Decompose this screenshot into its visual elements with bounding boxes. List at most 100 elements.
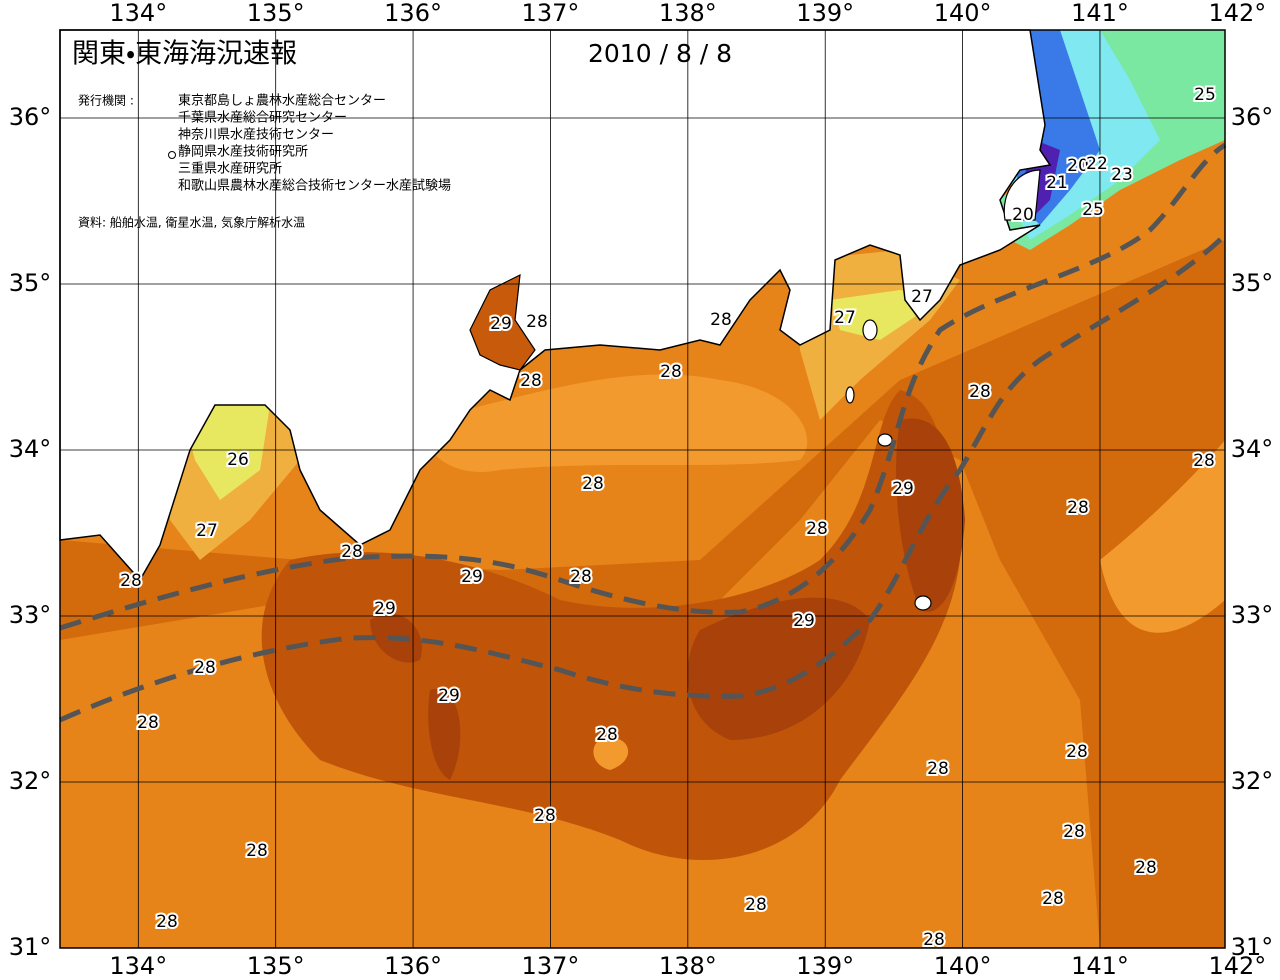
lon-label: 137°	[522, 952, 580, 980]
lon-label: 140°	[934, 952, 992, 980]
contour-label: 29	[461, 567, 483, 587]
lon-label: 134°	[109, 0, 167, 27]
coastal-cool	[170, 250, 960, 560]
lat-label: 36°	[9, 103, 52, 131]
lat-label: 31°	[1231, 933, 1274, 961]
lon-label: 139°	[796, 0, 854, 27]
lat-label: 33°	[9, 601, 52, 629]
lon-label: 137°	[522, 0, 580, 27]
contour-label: 23	[1111, 165, 1133, 185]
lat-label: 34°	[1231, 435, 1274, 463]
contour-label: 26	[227, 450, 249, 470]
lat-label: 36°	[1231, 103, 1274, 131]
cool-patch	[420, 374, 1225, 770]
contour-label: 21	[1046, 173, 1068, 193]
contour-label: 28	[137, 713, 159, 733]
axis-labels: 134° 134° 135° 135° 136° 136° 137° 137° 138° 138°…	[9, 0, 1274, 980]
lat-label: 32°	[1231, 767, 1274, 795]
contour-label: 28	[156, 912, 178, 932]
contour-label: 22	[1086, 154, 1108, 174]
contour-label: 28	[806, 519, 828, 539]
lon-label: 138°	[659, 0, 717, 27]
source: 資料: 船舶水温, 衛星水温, 気象庁解析水温	[78, 215, 305, 230]
contour-label: 28	[596, 725, 618, 745]
graticule	[60, 30, 1225, 948]
contour-label: 28	[927, 759, 949, 779]
boso-tip	[1003, 169, 1041, 221]
contour-label: 29	[892, 479, 914, 499]
contour-label: 28	[1067, 498, 1089, 518]
lon-label: 134°	[109, 952, 167, 980]
map-frame	[59, 29, 1226, 949]
lon-label: 140°	[934, 0, 992, 27]
contour-label: 28	[745, 895, 767, 915]
lon-label: 139°	[796, 952, 854, 980]
lon-label: 136°	[384, 952, 442, 980]
contour-label: 25	[1082, 200, 1104, 220]
contour-label: 28	[660, 362, 682, 382]
publisher: 千葉県水産総合研究センター	[178, 110, 347, 126]
island	[877, 433, 893, 447]
contour-label: 28	[246, 841, 268, 861]
coastal-cold	[180, 290, 940, 500]
contour-label: 20	[1012, 205, 1034, 225]
lat-label: 33°	[1231, 601, 1274, 629]
contour-label: 28	[534, 806, 556, 826]
publisher: 東京都島しょ農林水産総合センター	[178, 93, 386, 109]
contour-label: 28	[194, 658, 216, 678]
lat-label: 31°	[9, 933, 52, 961]
lat-label: 34°	[9, 435, 52, 463]
lon-label: 142°	[1208, 952, 1266, 980]
lat-label: 35°	[1231, 269, 1274, 297]
publisher-heading: 発行機関 :	[78, 94, 134, 108]
contour-label: 29	[490, 314, 512, 334]
contour-label: 28	[582, 474, 604, 494]
contour-label: 28	[1042, 889, 1064, 909]
lon-label: 135°	[247, 0, 305, 27]
publisher: 和歌山県農林水産総合技術センター水産試験場	[178, 178, 451, 194]
contour-label: 28	[570, 567, 592, 587]
contour-label: 28	[1066, 742, 1088, 762]
publisher: 神奈川県水産技術センター	[178, 127, 334, 143]
contour-label: 25	[1194, 85, 1216, 105]
header: 関東・東海海況速報 2010 / 8 / 8 発行機関 : 東京都島しょ農林水産…	[72, 39, 732, 230]
warm-zone	[60, 240, 1225, 948]
contour-label: 27	[196, 521, 218, 541]
contour-label: 28	[969, 382, 991, 402]
contour-label: 28	[341, 542, 363, 562]
lon-label: 135°	[247, 952, 305, 980]
contour-label: 29	[374, 599, 396, 619]
island	[862, 319, 878, 341]
contour-label: 29	[438, 686, 460, 706]
contour-label: 28	[1135, 858, 1157, 878]
contour-label: 28	[710, 310, 732, 330]
contour-label: 20	[1067, 156, 1089, 176]
publisher: 静岡県水産技術研究所	[178, 144, 308, 160]
lat-label: 32°	[9, 767, 52, 795]
title: 関東・東海海況速報	[72, 39, 297, 70]
islands	[845, 319, 932, 611]
hot-core	[370, 418, 965, 780]
lon-label: 138°	[659, 952, 717, 980]
lon-label: 141°	[1071, 0, 1129, 27]
lon-label: 141°	[1071, 952, 1129, 980]
lat-label: 35°	[9, 269, 52, 297]
island	[914, 595, 932, 611]
contour-label: 29	[793, 611, 815, 631]
contour-label: 27	[911, 287, 933, 307]
kuroshio-axis	[59, 142, 1227, 631]
contour-label: 28	[120, 571, 142, 591]
land	[59, 29, 1052, 582]
ise-bay	[469, 273, 536, 371]
contour-label: 28	[923, 930, 945, 950]
publishers: 東京都島しょ農林水産総合センター千葉県水産総合研究センター神奈川県水産技術センタ…	[178, 93, 451, 194]
lon-label: 136°	[384, 0, 442, 27]
kuroshio-axis	[58, 233, 1227, 723]
contour-label: 28	[520, 371, 542, 391]
date: 2010 / 8 / 8	[588, 39, 732, 68]
island	[845, 386, 855, 404]
contour-label: 28	[1063, 822, 1085, 842]
lon-label: 142°	[1208, 0, 1266, 27]
